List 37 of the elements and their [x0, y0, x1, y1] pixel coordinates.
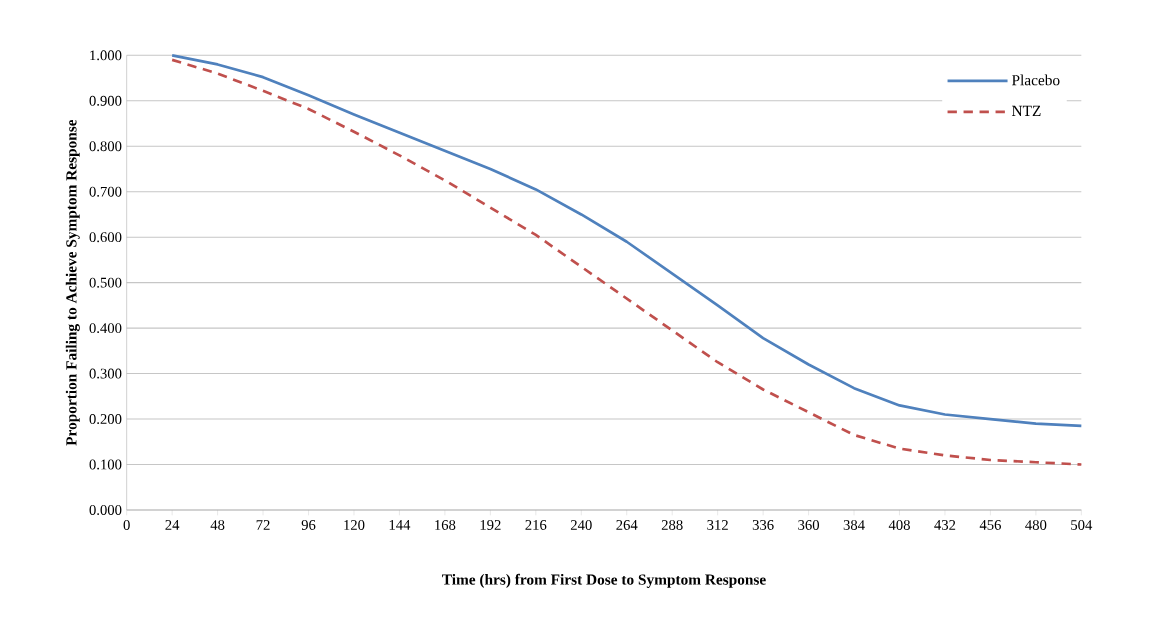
x-tick-label: 216 [525, 520, 547, 530]
y-tick-label: 1.000 [90, 50, 122, 61]
x-tick-label: 24 [165, 520, 180, 530]
y-tick-label: 0.800 [89, 141, 122, 152]
x-tick-label: 48 [210, 520, 225, 530]
y-tick-label: 0.500 [89, 277, 122, 288]
y-tick-label: 0.200 [89, 414, 122, 425]
x-tick-label: 384 [843, 520, 865, 530]
y-tick-label: 0.900 [89, 95, 122, 106]
x-tick-label: 96 [301, 520, 316, 530]
y-tick-label: 0.400 [89, 323, 122, 334]
x-tick-label: 144 [389, 520, 411, 530]
y-tick-label: 0.600 [89, 232, 122, 243]
x-tick-label: 288 [661, 520, 683, 530]
x-tick-label: 432 [934, 520, 956, 530]
x-tick-label: 336 [752, 520, 774, 530]
x-tick-label: 120 [344, 520, 365, 530]
y-tick-label: 0.000 [89, 505, 122, 515]
x-tick-label: 408 [888, 520, 910, 530]
y-tick-label: 0.700 [89, 186, 122, 197]
x-tick-label: 0 [123, 520, 130, 530]
x-tick-label: 168 [435, 520, 456, 530]
x-tick-label: 312 [707, 520, 728, 530]
x-tick-label: 192 [480, 520, 501, 530]
x-tick-label: 264 [616, 520, 638, 530]
y-tick-label: 0.100 [89, 459, 122, 470]
x-tick-label: 456 [979, 520, 1001, 530]
x-tick-label: 72 [256, 520, 270, 530]
x-tick-label: 240 [570, 520, 592, 530]
legend-label: Placebo [1011, 74, 1060, 86]
x-axis-title: Time (hrs) from First Dose to Symptom Response [442, 573, 766, 588]
x-tick-label: 480 [1025, 520, 1047, 530]
x-tick-label: 504 [1071, 520, 1093, 530]
y-axis-title: Proportion Failing to Achieve Symptom Response [65, 119, 80, 446]
legend-label: NTZ [1011, 105, 1041, 116]
x-tick-label: 360 [798, 520, 820, 530]
y-tick-label: 0.300 [89, 368, 122, 379]
